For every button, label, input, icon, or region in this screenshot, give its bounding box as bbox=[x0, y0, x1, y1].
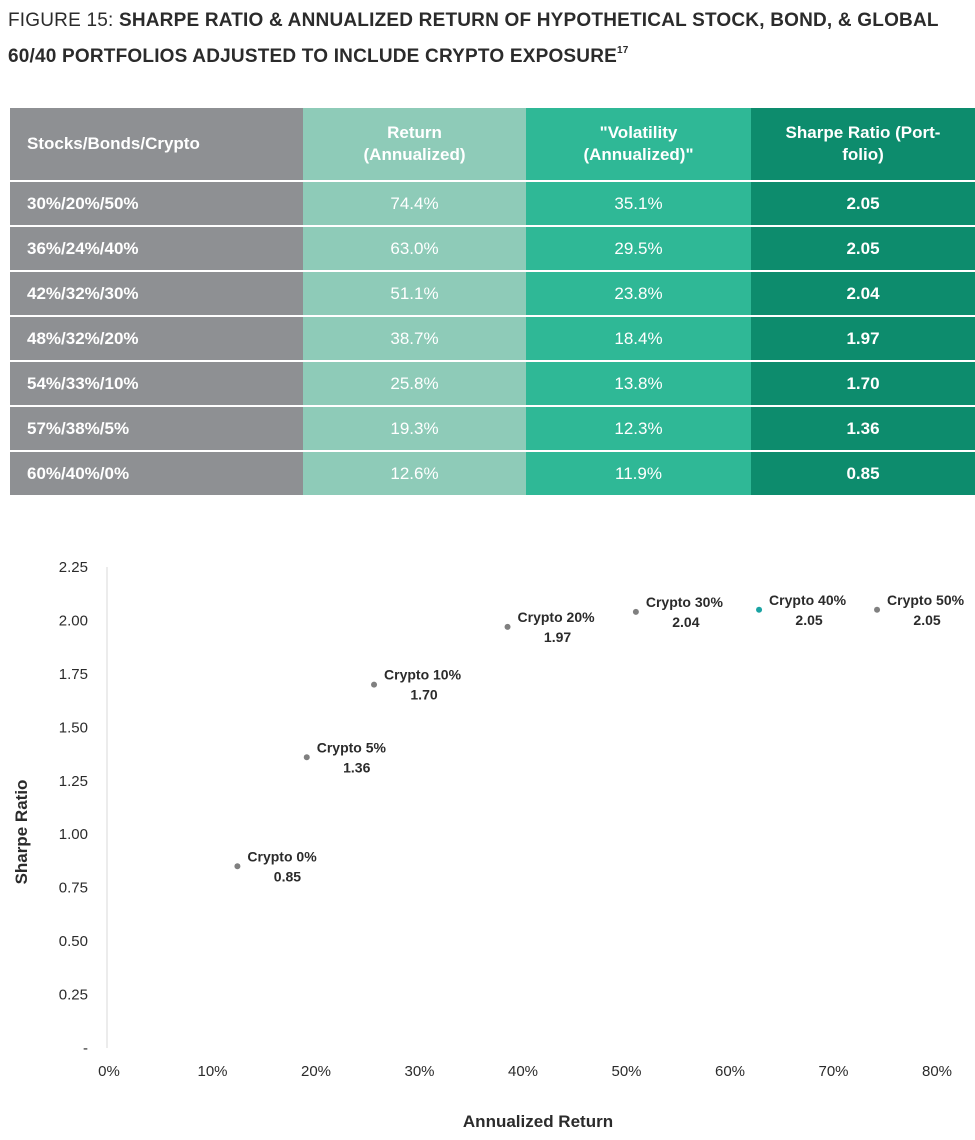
data-point bbox=[371, 681, 378, 688]
header-volatility: "Volatility (Annualized)" bbox=[526, 108, 751, 181]
point-value-label: 0.85 bbox=[274, 868, 301, 884]
point-value-label: 1.70 bbox=[410, 687, 437, 703]
data-point bbox=[234, 863, 241, 870]
cell-sharpe: 2.04 bbox=[751, 270, 975, 316]
cell-sharpe: 2.05 bbox=[751, 180, 975, 226]
y-tick-label: 2.00 bbox=[59, 612, 88, 629]
header-allocation: Stocks/Bonds/Crypto bbox=[10, 108, 303, 181]
x-tick-label: 60% bbox=[715, 1063, 745, 1080]
cell-return: 63.0% bbox=[303, 225, 526, 271]
cell-return: 25.8% bbox=[303, 360, 526, 406]
cell-volatility: 29.5% bbox=[526, 225, 751, 271]
cell-allocation: 57%/38%/5% bbox=[10, 405, 303, 451]
cell-return: 51.1% bbox=[303, 270, 526, 316]
x-tick-label: 30% bbox=[404, 1063, 434, 1080]
table-row: 60%/40%/0% 12.6% 11.9% 0.85 bbox=[10, 450, 975, 495]
point-value-label: 1.97 bbox=[544, 629, 571, 645]
table-row: 36%/24%/40% 63.0% 29.5% 2.05 bbox=[10, 225, 975, 271]
portfolio-table: Stocks/Bonds/Crypto Return (Annualized) … bbox=[10, 108, 975, 495]
y-tick-label: 1.25 bbox=[59, 773, 88, 790]
x-tick-label: 70% bbox=[818, 1063, 848, 1080]
cell-volatility: 12.3% bbox=[526, 405, 751, 451]
point-value-label: 2.04 bbox=[672, 614, 699, 630]
sharpe-scatter-chart: - 0.25 0.50 0.75 1.00 1.25 1.50 1.75 2.00 2.25 0%… bbox=[12, 559, 965, 1131]
x-tick-label: 0% bbox=[98, 1063, 120, 1080]
point-value-label: 2.05 bbox=[913, 612, 940, 628]
cell-sharpe: 0.85 bbox=[751, 450, 975, 495]
footnote-marker: 17 bbox=[617, 45, 629, 56]
y-tick-label: 2.25 bbox=[59, 559, 88, 576]
table-row: 57%/38%/5% 19.3% 12.3% 1.36 bbox=[10, 405, 975, 451]
scatter-points: Crypto 0% 0.85 Crypto 5% 1.36 Crypto 10% 1.70… bbox=[234, 592, 965, 884]
y-tick-label: - bbox=[83, 1040, 88, 1057]
cell-volatility: 35.1% bbox=[526, 180, 751, 226]
point-series-label: Crypto 40% bbox=[769, 592, 847, 608]
x-tick-label: 40% bbox=[508, 1063, 538, 1080]
figure-number: FIGURE 15: bbox=[8, 10, 119, 31]
cell-sharpe: 2.05 bbox=[751, 225, 975, 271]
figure-heading: SHARPE RATIO & ANNUALIZED RETURN OF HYPO… bbox=[8, 10, 939, 67]
cell-volatility: 23.8% bbox=[526, 270, 751, 316]
x-axis-ticks: 0% 10% 20% 30% 40% 50% 60% 70% 80% bbox=[98, 1063, 952, 1080]
cell-volatility: 18.4% bbox=[526, 315, 751, 361]
y-tick-label: 1.00 bbox=[59, 826, 88, 843]
x-tick-label: 10% bbox=[197, 1063, 227, 1080]
table-row: 42%/32%/30% 51.1% 23.8% 2.04 bbox=[10, 270, 975, 316]
y-tick-label: 0.25 bbox=[59, 987, 88, 1004]
header-sharpe: Sharpe Ratio (Port-folio) bbox=[751, 108, 975, 181]
cell-allocation: 30%/20%/50% bbox=[10, 180, 303, 226]
point-series-label: Crypto 0% bbox=[247, 848, 317, 864]
cell-volatility: 13.8% bbox=[526, 360, 751, 406]
cell-allocation: 60%/40%/0% bbox=[10, 450, 303, 495]
point-value-label: 1.36 bbox=[343, 759, 370, 775]
cell-allocation: 54%/33%/10% bbox=[10, 360, 303, 406]
cell-return: 12.6% bbox=[303, 450, 526, 495]
cell-allocation: 42%/32%/30% bbox=[10, 270, 303, 316]
table-header-row: Stocks/Bonds/Crypto Return (Annualized) … bbox=[10, 108, 975, 181]
point-series-label: Crypto 50% bbox=[887, 592, 965, 608]
cell-sharpe: 1.70 bbox=[751, 360, 975, 406]
cell-return: 74.4% bbox=[303, 180, 526, 226]
cell-allocation: 36%/24%/40% bbox=[10, 225, 303, 271]
x-axis-title: Annualized Return bbox=[463, 1112, 613, 1131]
table-row: 30%/20%/50% 74.4% 35.1% 2.05 bbox=[10, 180, 975, 226]
x-tick-label: 80% bbox=[922, 1063, 952, 1080]
table-row: 48%/32%/20% 38.7% 18.4% 1.97 bbox=[10, 315, 975, 361]
point-series-label: Crypto 30% bbox=[646, 594, 724, 610]
cell-sharpe: 1.36 bbox=[751, 405, 975, 451]
y-tick-label: 0.75 bbox=[59, 880, 88, 897]
point-series-label: Crypto 5% bbox=[317, 739, 387, 755]
cell-volatility: 11.9% bbox=[526, 450, 751, 495]
cell-return: 38.7% bbox=[303, 315, 526, 361]
cell-allocation: 48%/32%/20% bbox=[10, 315, 303, 361]
point-value-label: 2.05 bbox=[795, 612, 822, 628]
x-tick-label: 20% bbox=[301, 1063, 331, 1080]
table-row: 54%/33%/10% 25.8% 13.8% 1.70 bbox=[10, 360, 975, 406]
header-return: Return (Annualized) bbox=[303, 108, 526, 181]
y-tick-label: 1.75 bbox=[59, 666, 88, 683]
y-axis-title: Sharpe Ratio bbox=[12, 780, 31, 885]
point-series-label: Crypto 10% bbox=[384, 667, 462, 683]
point-series-label: Crypto 20% bbox=[518, 609, 596, 625]
y-tick-label: 1.50 bbox=[59, 719, 88, 736]
x-tick-label: 50% bbox=[611, 1063, 641, 1080]
data-point bbox=[303, 754, 310, 761]
data-point bbox=[504, 623, 511, 630]
y-axis-ticks: - 0.25 0.50 0.75 1.00 1.25 1.50 1.75 2.00 2.25 bbox=[59, 559, 88, 1057]
cell-return: 19.3% bbox=[303, 405, 526, 451]
data-point bbox=[756, 606, 763, 613]
cell-sharpe: 1.97 bbox=[751, 315, 975, 361]
data-point bbox=[874, 606, 881, 613]
data-point bbox=[632, 608, 639, 615]
figure-title: FIGURE 15: SHARPE RATIO & ANNUALIZED RET… bbox=[8, 6, 968, 72]
y-tick-label: 0.50 bbox=[59, 933, 88, 950]
